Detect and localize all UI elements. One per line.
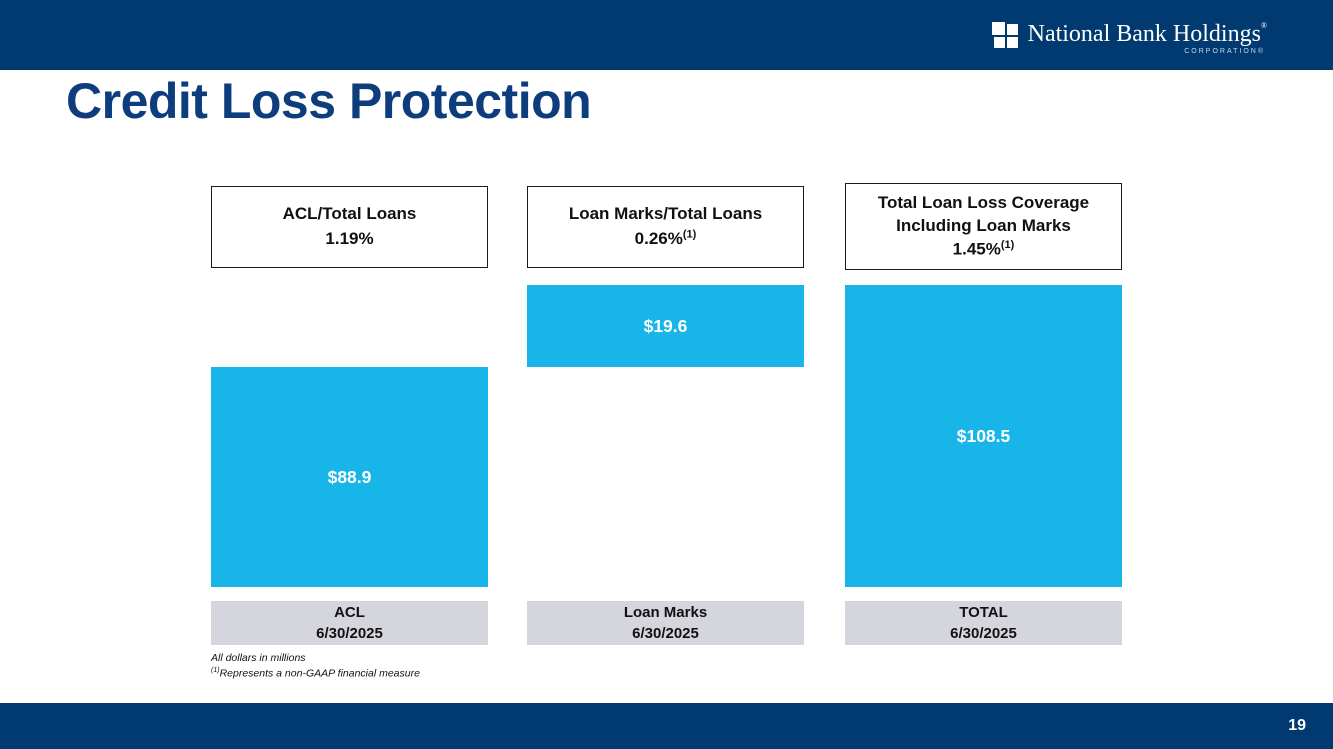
bar-loan-marks: $19.6 <box>527 285 804 367</box>
page-title: Credit Loss Protection <box>66 73 592 129</box>
logo-text: National Bank Holdings® CORPORATION® <box>1028 21 1267 55</box>
header-box-loan-marks-ratio: 0.26%(1) <box>634 228 697 248</box>
footnote-non-gaap: (1)Represents a non-GAAP financial measu… <box>211 666 420 680</box>
nbh-squares-icon <box>991 22 1019 49</box>
bar-loan-marks-value: $19.6 <box>643 315 688 336</box>
axis-label-loan-marks: Loan Marks 6/30/2025 <box>527 601 804 645</box>
registered-mark: ® <box>1260 21 1267 30</box>
footnotes: All dollars in millions (1)Represents a … <box>211 652 420 681</box>
header-box-acl-title: ACL/Total Loans <box>282 204 417 224</box>
header-box-loan-marks: Loan Marks/Total Loans 0.26%(1) <box>527 186 804 268</box>
logo-corporation-label: CORPORATION® <box>1184 48 1265 55</box>
header-box-total: Total Loan Loss Coverage Including Loan … <box>845 183 1122 270</box>
top-banner: National Bank Holdings® CORPORATION® <box>0 0 1333 70</box>
header-box-acl: ACL/Total Loans 1.19% <box>211 186 488 268</box>
header-box-total-ratio: 1.45%(1) <box>952 238 1015 259</box>
bar-total: $108.5 <box>845 285 1122 587</box>
header-box-loan-marks-title: Loan Marks/Total Loans <box>568 204 763 224</box>
axis-label-acl: ACL 6/30/2025 <box>211 601 488 645</box>
page-number: 19 <box>1288 717 1306 734</box>
company-logo: National Bank Holdings® CORPORATION® <box>991 21 1267 55</box>
bar-total-value: $108.5 <box>956 425 1011 446</box>
header-box-total-title: Total Loan Loss Coverage Including Loan … <box>877 192 1090 235</box>
bar-acl-value: $88.9 <box>327 466 372 487</box>
bottom-banner: 19 <box>0 703 1333 749</box>
bar-acl: $88.9 <box>211 367 488 587</box>
logo-company-name: National Bank Holdings® <box>1027 21 1267 47</box>
axis-label-total: TOTAL 6/30/2025 <box>845 601 1122 645</box>
footnote-dollars: All dollars in millions <box>211 652 306 664</box>
header-box-acl-ratio: 1.19% <box>325 229 374 248</box>
